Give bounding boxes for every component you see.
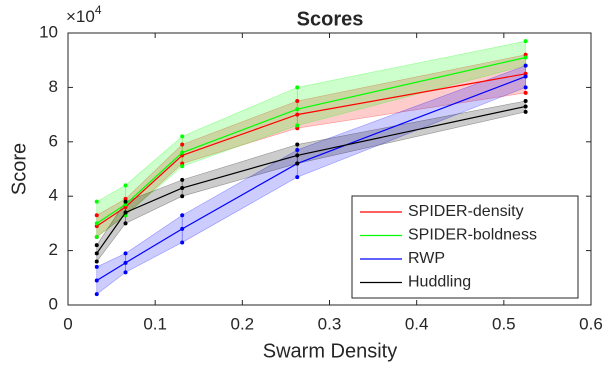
data-point (94, 251, 99, 256)
y-tick-label: 6 (49, 131, 58, 150)
data-point (123, 251, 128, 256)
data-point (523, 74, 528, 79)
data-point (123, 199, 128, 204)
data-point (523, 55, 528, 60)
data-point (180, 226, 185, 231)
data-point (523, 90, 528, 95)
data-point (180, 213, 185, 218)
data-point (523, 99, 528, 103)
data-point (94, 292, 99, 297)
data-point (180, 150, 185, 155)
data-point (94, 235, 99, 239)
legend-label: RWP (408, 250, 445, 267)
y-multiplier: ×104 (66, 3, 102, 26)
x-tick-label: 0.4 (405, 314, 429, 333)
data-point (295, 161, 300, 166)
data-point (94, 221, 99, 226)
y-tick-label: 4 (49, 186, 58, 205)
data-point (180, 240, 185, 245)
data-point (123, 221, 128, 226)
data-point (523, 109, 528, 114)
y-axis-label: Score (8, 143, 30, 195)
data-point (295, 147, 300, 152)
legend-label: Huddling (408, 274, 471, 291)
data-point (523, 104, 528, 109)
legend-label: SPIDER-boldness (408, 227, 537, 244)
data-point (295, 85, 300, 90)
y-tick-label: 8 (49, 77, 58, 96)
data-point (123, 270, 128, 275)
data-point (295, 112, 300, 117)
legend-box (351, 195, 579, 299)
data-point (123, 260, 128, 265)
x-tick-label: 0.3 (318, 314, 342, 333)
data-point (180, 164, 185, 169)
chart-title: Scores (297, 8, 364, 30)
axes-box (67, 32, 592, 306)
data-point (94, 213, 99, 218)
data-point (123, 183, 128, 188)
x-tick-label: 0.2 (231, 314, 255, 333)
data-point (94, 199, 99, 204)
data-point (295, 153, 300, 158)
data-point (523, 85, 528, 90)
y-tick-label: 10 (39, 22, 58, 41)
x-tick-label: 0.6 (579, 314, 603, 333)
y-tick-label: 0 (49, 294, 58, 313)
data-point (295, 175, 300, 180)
data-point (180, 134, 185, 139)
data-point (123, 210, 128, 215)
x-tick-label: 0 (63, 314, 72, 333)
x-tick-label: 0.1 (143, 314, 167, 333)
data-point (94, 259, 99, 264)
data-point (523, 63, 528, 68)
x-tick-label: 0.5 (492, 314, 516, 333)
data-point (295, 99, 300, 103)
data-point (180, 177, 185, 182)
y-multiplier-exponent: 4 (95, 3, 102, 17)
data-point (295, 123, 300, 128)
legend-label: SPIDER-density (408, 203, 524, 220)
data-point (295, 107, 300, 112)
data-point (94, 264, 99, 269)
x-axis-label: Swarm Density (263, 340, 397, 362)
data-point (180, 186, 185, 191)
data-point (94, 243, 99, 248)
y-tick-label: 2 (49, 240, 58, 259)
data-point (180, 194, 185, 199)
data-point (180, 142, 185, 147)
data-point (94, 278, 99, 283)
y-multiplier-base: ×10 (66, 7, 95, 26)
data-point (295, 142, 300, 147)
data-point (523, 39, 528, 44)
